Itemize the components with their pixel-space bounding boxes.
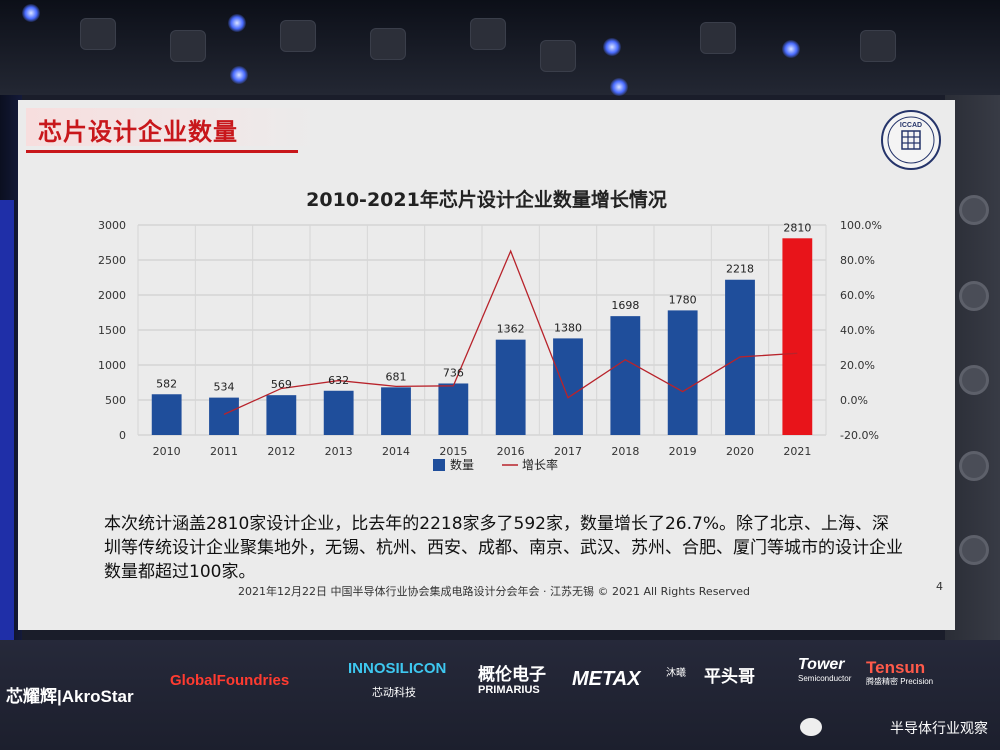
x-axis-tick: 2020: [726, 445, 754, 458]
chart-title: 2010-2021年芯片设计企业数量增长情况: [306, 189, 667, 211]
sponsor-innosilicon: INNOSILICON: [348, 660, 447, 677]
bar: [438, 383, 469, 435]
x-axis-tick: 2013: [325, 445, 353, 458]
sponsor-akrostar: 芯耀辉|AkroStar: [6, 687, 134, 706]
legend-label-count: 数量: [450, 457, 474, 472]
sponsor-metax-cn: 沐曦: [666, 668, 686, 679]
stage-fixture: [280, 20, 316, 52]
slide-title: 芯片设计企业数量: [38, 118, 238, 146]
data-label: 1380: [554, 321, 582, 334]
left-axis-tick: 1500: [98, 324, 126, 337]
right-axis-tick: 40.0%: [840, 324, 875, 337]
stage-fixture: [470, 18, 506, 50]
left-stage-panel: [0, 95, 22, 720]
x-axis-tick: 2019: [669, 445, 697, 458]
data-label: 1362: [497, 323, 525, 336]
x-axis-tick: 2012: [267, 445, 295, 458]
slide-footer: 2021年12月22日 中国半导体行业协会集成电路设计分会年会 · 江苏无锡 ©…: [238, 585, 750, 598]
sponsor-globalfoundries: GlobalFoundries: [170, 672, 290, 689]
data-label: 582: [156, 377, 177, 390]
right-axis-tick: 100.0%: [840, 219, 882, 232]
left-axis-tick: 2500: [98, 254, 126, 267]
x-axis-tick: 2015: [439, 445, 467, 458]
wechat-icon: [800, 718, 822, 736]
stage-light: [22, 4, 40, 22]
sponsor-tensun-sub: 腾盛精密 Precision: [866, 677, 934, 686]
sponsor-innosilicon-cn: 芯动科技: [372, 687, 416, 699]
sponsor-tensun: Tensun: [866, 658, 926, 677]
stage-fixture: [370, 28, 406, 60]
x-axis-tick: 2018: [611, 445, 639, 458]
data-label: 569: [271, 378, 292, 391]
left-axis-tick: 2000: [98, 289, 126, 302]
stage-light: [228, 14, 246, 32]
sponsor-metax: METAX: [572, 668, 641, 690]
sponsor-primarius: PRIMARIUS: [478, 684, 540, 696]
presentation-slide: 芯片设计企业数量 ICCAD 2010-2021年芯片设计企业数量增长情况 0 5…: [18, 100, 955, 630]
left-axis-tick: 500: [105, 394, 126, 407]
bar: [610, 316, 641, 435]
x-axis-tick: 2017: [554, 445, 582, 458]
stage-fixture: [80, 18, 116, 50]
bar: [151, 394, 182, 435]
stage-light: [610, 78, 628, 96]
x-axis-tick: 2021: [783, 445, 811, 458]
stage-light: [230, 66, 248, 84]
sponsor-tower: Tower: [798, 656, 845, 673]
data-label: 681: [386, 370, 407, 383]
x-axis-tick: 2010: [153, 445, 181, 458]
bar: [782, 238, 813, 435]
stage-fixture: [700, 22, 736, 54]
data-label: 2218: [726, 263, 754, 276]
right-axis-tick: 60.0%: [840, 289, 875, 302]
data-label: 2810: [783, 221, 811, 234]
data-label: 1698: [611, 299, 639, 312]
bar: [323, 390, 354, 435]
data-label: 632: [328, 374, 349, 387]
title-underline: [26, 150, 298, 153]
bar: [553, 338, 583, 435]
data-label: 736: [443, 366, 464, 379]
bar: [667, 310, 698, 435]
sponsor-tower-sub: Semiconductor: [798, 674, 852, 683]
watermark-text: 半导体行业观察: [890, 721, 988, 737]
stage-fixture: [860, 30, 896, 62]
sponsor-primarius-cn: 概伦电子: [478, 665, 546, 684]
right-axis-tick: 0.0%: [840, 394, 868, 407]
right-axis-tick: 80.0%: [840, 254, 875, 267]
x-axis-tick: 2016: [497, 445, 525, 458]
stage-light: [603, 38, 621, 56]
bar: [266, 395, 297, 435]
title-banner: [26, 108, 316, 146]
legend-swatch-count: [433, 459, 445, 471]
logo-text: ICCAD: [900, 122, 922, 129]
data-label: 1780: [669, 293, 697, 306]
left-axis-tick: 1000: [98, 359, 126, 372]
left-axis-tick: 0: [119, 429, 126, 442]
data-label: 534: [214, 381, 235, 394]
sponsor-band: [0, 640, 1000, 750]
summary-paragraph: 本次统计涵盖2810家设计企业，比去年的2218家多了592家，数量增长了26.…: [104, 514, 903, 582]
bar: [381, 387, 411, 435]
page-number: 4: [936, 580, 943, 593]
x-axis-tick: 2014: [382, 445, 410, 458]
growth-rate-line: [223, 249, 798, 415]
sponsor-tho: 平头哥: [704, 667, 755, 686]
stage-fixture: [170, 30, 206, 62]
stage-light: [782, 40, 800, 58]
legend-label-rate: 增长率: [522, 457, 558, 472]
x-axis-tick: 2011: [210, 445, 238, 458]
right-axis-tick: -20.0%: [840, 429, 879, 442]
iccad-logo: ICCAD: [881, 110, 941, 170]
left-axis-tick: 3000: [98, 219, 126, 232]
stage-lighting-rig: [0, 0, 1000, 96]
bar: [209, 397, 239, 435]
growth-chart: 0 500 1000 1500 2000 2500 3000 -20.0% 0.0% 20.0%…: [98, 219, 882, 472]
stage-fixture: [540, 40, 576, 72]
right-axis-tick: 20.0%: [840, 359, 875, 372]
bar: [495, 339, 526, 435]
